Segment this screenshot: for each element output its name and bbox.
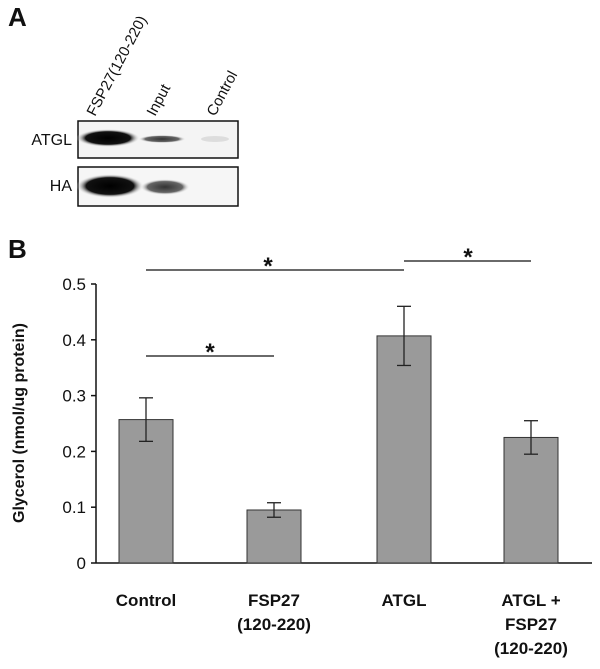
x-tick-label: ATGL + FSP27 (120-220) xyxy=(494,591,568,658)
error-bar xyxy=(524,420,538,455)
blot xyxy=(76,166,239,207)
column-label: FSP27(120-220) xyxy=(84,13,151,119)
panel-label: B xyxy=(8,234,27,264)
y-tick-label: 0.3 xyxy=(62,387,86,406)
blot xyxy=(76,120,239,159)
y-tick-label: 0.1 xyxy=(62,498,86,517)
error-bar xyxy=(267,502,281,518)
x-tick-label: FSP27 (120-220) xyxy=(237,591,311,634)
x-tick-label: Control xyxy=(116,591,176,610)
y-tick-label: 0.2 xyxy=(62,442,86,461)
bar xyxy=(118,419,174,564)
bar xyxy=(246,509,302,564)
y-axis-label: Glycerol (nmol/ug protein) xyxy=(11,323,28,523)
error-bar xyxy=(397,305,411,367)
y-tick-label: 0.5 xyxy=(62,275,86,294)
row-label: ATGL xyxy=(31,132,72,149)
significance-star: * xyxy=(205,339,215,366)
y-tick-label: 0 xyxy=(77,554,86,573)
row-label: HA xyxy=(50,178,73,195)
x-tick-label: ATGL xyxy=(381,591,426,610)
column-label: Input xyxy=(144,81,175,119)
bar xyxy=(503,436,559,564)
bar xyxy=(376,335,432,564)
error-bar xyxy=(139,397,153,443)
panel-label: A xyxy=(8,2,27,32)
significance-star: * xyxy=(263,253,273,280)
y-tick-label: 0.4 xyxy=(62,331,86,350)
column-label: Control xyxy=(204,68,242,119)
significance-star: * xyxy=(463,244,473,271)
